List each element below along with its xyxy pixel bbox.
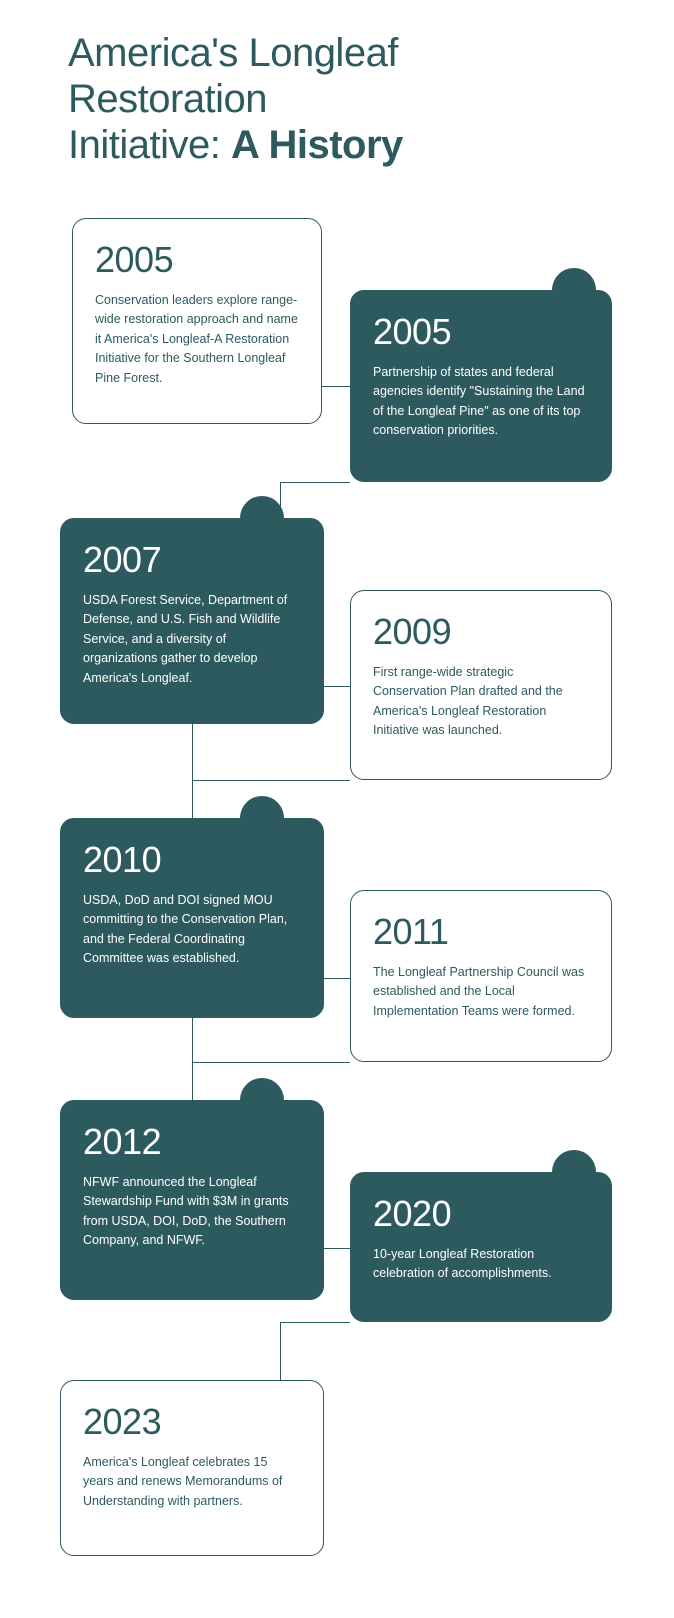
timeline-year: 2010 [83,839,301,881]
title-line-3a: Initiative: [68,123,231,167]
timeline-year: 2005 [95,239,299,281]
timeline-desc: 10-year Longleaf Restoration celebration… [373,1245,589,1284]
connector-line [324,978,350,979]
timeline-card-c2010: 2010 USDA, DoD and DOI signed MOU committ… [60,818,324,1018]
connector-line [192,1062,350,1063]
timeline-card-c2020: 2020 10-year Longleaf Restoration celebra… [350,1172,612,1322]
timeline-card-c2005a: 2005 Conservation leaders explore range-w… [72,218,322,424]
timeline-year: 2011 [373,911,589,953]
infographic-page: America's Longleaf Restoration Initiativ… [0,0,674,1618]
timeline-year: 2009 [373,611,589,653]
timeline-year: 2005 [373,311,589,353]
timeline-year: 2012 [83,1121,301,1163]
timeline-card-c2011: 2011 The Longleaf Partnership Council was… [350,890,612,1062]
connector-line [192,1018,193,1100]
connector-line [322,386,350,387]
timeline-desc: First range-wide strategic Conservation … [373,663,589,741]
connector-line [192,724,193,818]
timeline-year: 2007 [83,539,301,581]
title-line-2: Restoration [68,77,267,121]
connector-line [280,1322,350,1323]
title-line-3b: A History [231,123,403,167]
timeline-year: 2023 [83,1401,301,1443]
connector-line [280,1322,281,1380]
timeline-container: 2005 Conservation leaders explore range-w… [0,218,674,1578]
connector-line [280,482,350,483]
timeline-card-c2012: 2012 NFWF announced the Longleaf Stewards… [60,1100,324,1300]
connector-line [192,780,350,781]
title-line-1: America's Longleaf [68,31,398,75]
page-title: America's Longleaf Restoration Initiativ… [0,30,674,168]
timeline-desc: America's Longleaf celebrates 15 years a… [83,1453,301,1511]
timeline-desc: Conservation leaders explore range-wide … [95,291,299,388]
connector-line [324,1248,350,1249]
timeline-card-c2009: 2009 First range-wide strategic Conservat… [350,590,612,780]
timeline-desc: USDA, DoD and DOI signed MOU committing … [83,891,301,969]
timeline-card-c2023: 2023 America's Longleaf celebrates 15 yea… [60,1380,324,1556]
timeline-year: 2020 [373,1193,589,1235]
timeline-card-c2005b: 2005 Partnership of states and federal ag… [350,290,612,482]
connector-line [324,686,350,687]
timeline-card-c2007: 2007 USDA Forest Service, Department of D… [60,518,324,724]
timeline-desc: Partnership of states and federal agenci… [373,363,589,441]
timeline-desc: USDA Forest Service, Department of Defen… [83,591,301,688]
timeline-desc: The Longleaf Partnership Council was est… [373,963,589,1021]
timeline-desc: NFWF announced the Longleaf Stewardship … [83,1173,301,1251]
